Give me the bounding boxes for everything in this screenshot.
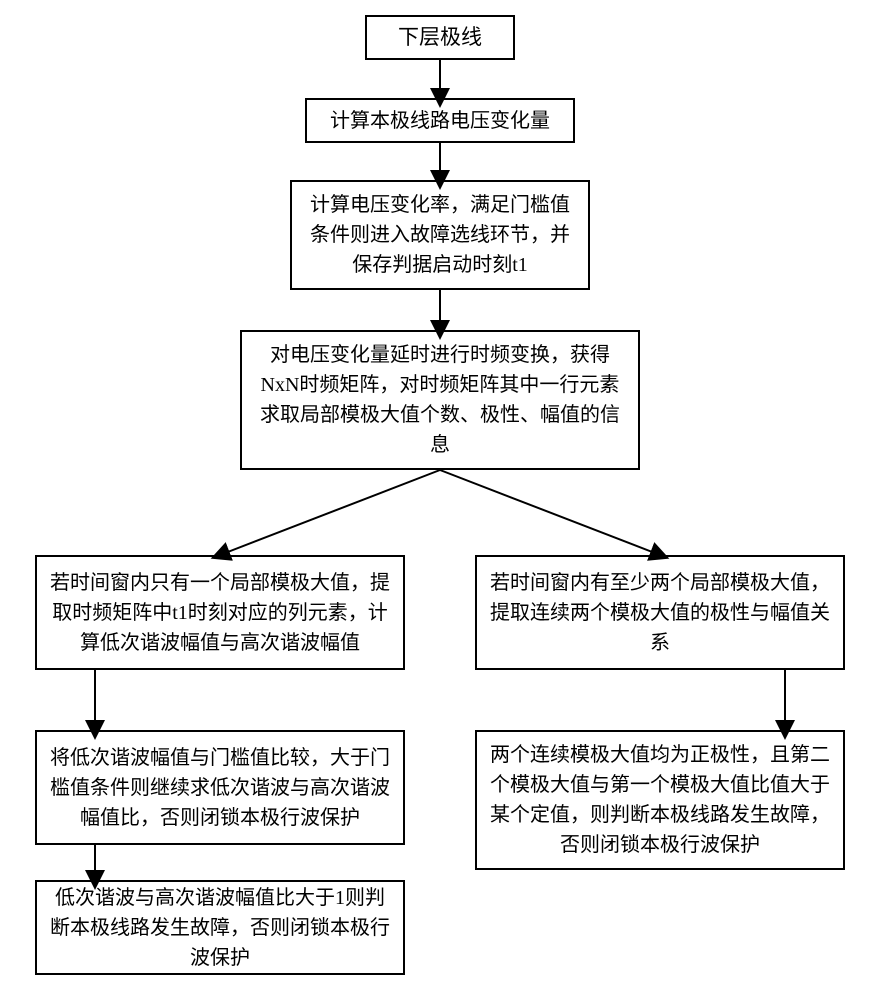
connector-svg (0, 0, 881, 1000)
flowchart-container: 下层极线 计算本极线路电压变化量 计算电压变化率，满足门槛值条件则进入故障选线环… (0, 0, 881, 1000)
